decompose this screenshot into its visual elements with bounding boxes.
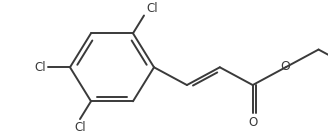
Text: Cl: Cl	[146, 2, 158, 15]
Text: Cl: Cl	[74, 121, 86, 134]
Text: O: O	[281, 60, 291, 73]
Text: O: O	[248, 116, 257, 129]
Text: Cl: Cl	[34, 61, 46, 74]
